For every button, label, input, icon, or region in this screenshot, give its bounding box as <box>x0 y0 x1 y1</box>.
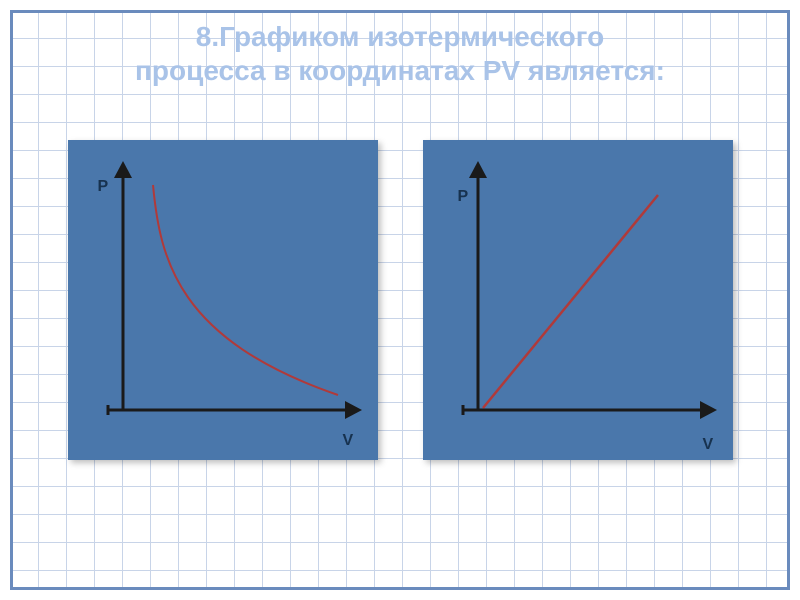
x-axis-label: V <box>343 432 354 450</box>
y-axis-label: P <box>98 178 109 196</box>
chart-svg-right <box>423 140 733 460</box>
page-frame: 8.Графиком изотермического процесса в ко… <box>0 0 800 600</box>
chart-panel-right: P V <box>423 140 733 460</box>
chart-svg-left <box>68 140 378 460</box>
chart-panels: P V P V <box>60 140 740 460</box>
chart-panel-left: P V <box>68 140 378 460</box>
y-axis-label: P <box>458 188 469 206</box>
title-line-2: процесса в координатах PV является: <box>135 55 665 86</box>
question-title: 8.Графиком изотермического процесса в ко… <box>30 20 770 87</box>
x-axis-label: V <box>703 436 714 454</box>
title-line-1: 8.Графиком изотермического <box>196 21 604 52</box>
